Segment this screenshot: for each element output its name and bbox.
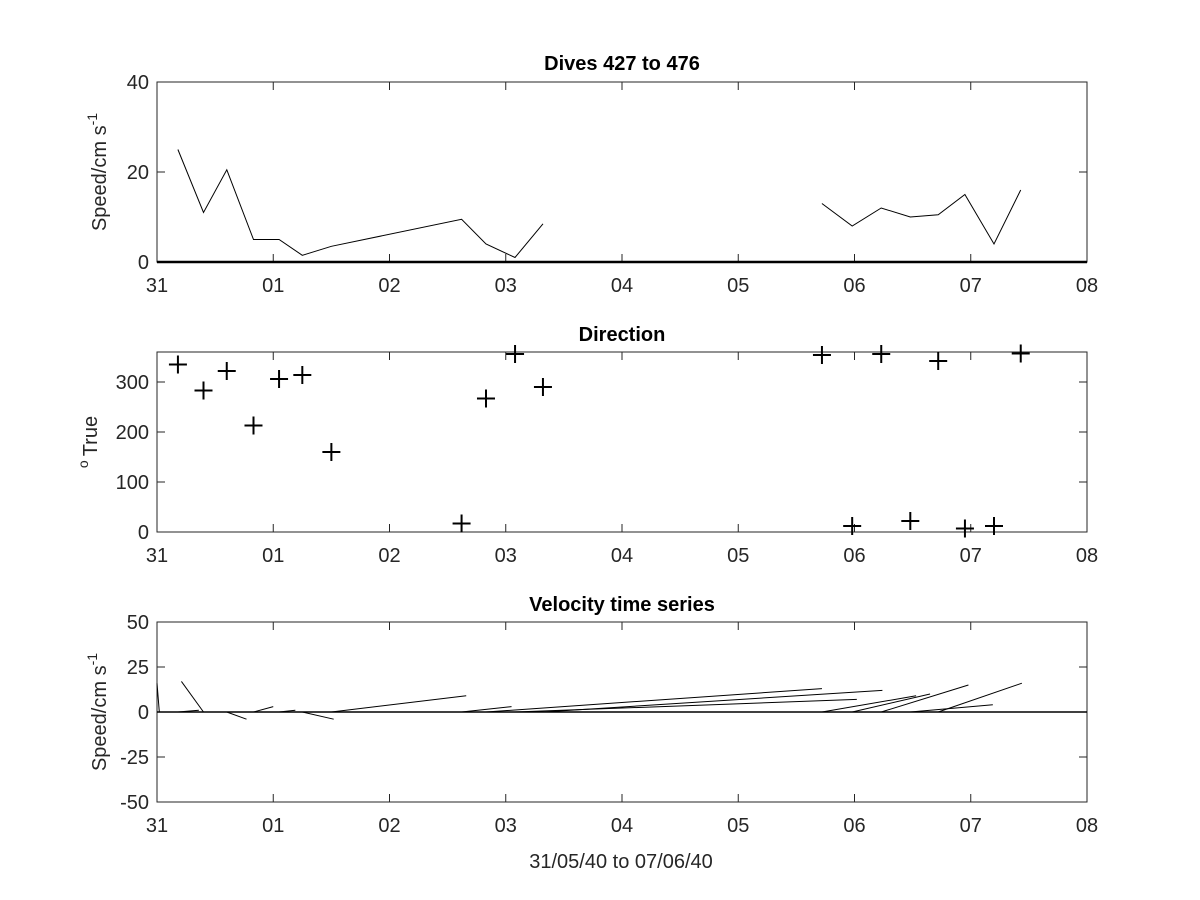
direction-point xyxy=(322,443,341,461)
speed-x-tick-label: 05 xyxy=(727,275,749,297)
direction-panel: Direction oTrue 31 01 02 03 04 05 06 07 08 0 100 20… xyxy=(75,324,1098,567)
direction-y-tick-label: 0 xyxy=(138,522,149,544)
direction-point xyxy=(506,345,525,363)
direction-y-label: oTrue xyxy=(75,416,102,468)
speed-x-tick-label: 04 xyxy=(611,275,633,297)
speed-series-line xyxy=(821,189,1022,246)
x-axis-label: 31/05/40 to 07/06/40 xyxy=(529,851,713,873)
direction-x-tick-label: 06 xyxy=(843,545,865,567)
velocity-stick xyxy=(852,693,931,713)
velocity-stick xyxy=(461,706,512,713)
velocity-stick xyxy=(253,706,274,713)
velocity-stick xyxy=(881,684,969,713)
direction-point xyxy=(244,416,263,435)
direction-point xyxy=(1011,344,1030,363)
direction-x-tick-label: 08 xyxy=(1076,545,1098,567)
direction-point xyxy=(985,517,1003,535)
direction-y-tick-label: 200 xyxy=(116,422,149,444)
direction-point xyxy=(812,346,831,364)
direction-x-tick-label: 01 xyxy=(262,545,284,567)
direction-point xyxy=(872,345,891,363)
direction-point xyxy=(270,370,289,388)
direction-point xyxy=(194,381,213,400)
velocity-stick xyxy=(302,711,334,720)
direction-point xyxy=(452,514,471,533)
velocity-stick xyxy=(485,688,822,713)
velocity-stick xyxy=(821,695,917,713)
speed-panel: Dives 427 to 476 Speed/cm s-1 31 01 02 03 04… xyxy=(84,53,1098,297)
velocity-panel: Velocity time series Speed/cm s-1 31 01 02… xyxy=(84,594,1098,837)
velocity-x-tick-label: 05 xyxy=(727,815,749,837)
speed-x-tick-label: 08 xyxy=(1076,275,1098,297)
velocity-stick xyxy=(181,681,204,713)
direction-point xyxy=(533,378,552,396)
velocity-x-tick-label: 31 xyxy=(146,815,168,837)
velocity-stick xyxy=(177,709,199,713)
speed-y-tick-label: 20 xyxy=(127,162,149,184)
speed-series-line xyxy=(177,149,544,259)
velocity-y-tick-label: -25 xyxy=(120,747,149,769)
velocity-x-tick-label: 03 xyxy=(495,815,517,837)
velocity-x-tick-label: 01 xyxy=(262,815,284,837)
speed-y-label: Speed/cm s-1 xyxy=(84,113,111,231)
direction-x-tick-label: 31 xyxy=(146,545,168,567)
velocity-title: Velocity time series xyxy=(529,594,715,616)
velocity-stick xyxy=(938,682,1023,713)
velocity-x-tick-label: 06 xyxy=(843,815,865,837)
velocity-x-tick-label: 02 xyxy=(378,815,400,837)
direction-x-tick-label: 07 xyxy=(960,545,982,567)
velocity-stick xyxy=(542,689,883,713)
speed-x-tick-label: 03 xyxy=(495,275,517,297)
direction-x-tick-label: 04 xyxy=(611,545,633,567)
velocity-stick xyxy=(331,695,467,713)
speed-y-tick-label: 0 xyxy=(138,252,149,274)
velocity-y-label: Speed/cm s-1 xyxy=(84,653,111,771)
direction-point xyxy=(929,352,948,370)
speed-x-tick-label: 07 xyxy=(960,275,982,297)
direction-title: Direction xyxy=(579,324,666,346)
direction-point xyxy=(168,355,187,374)
velocity-stick xyxy=(279,709,296,713)
velocity-x-tick-label: 08 xyxy=(1076,815,1098,837)
speed-x-tick-label: 01 xyxy=(262,275,284,297)
velocity-stick xyxy=(156,683,160,713)
velocity-x-tick-label: 07 xyxy=(960,815,982,837)
speed-x-tick-label: 31 xyxy=(146,275,168,297)
speed-title: Dives 427 to 476 xyxy=(544,53,700,75)
speed-x-tick-label: 02 xyxy=(378,275,400,297)
direction-y-tick-label: 100 xyxy=(116,472,149,494)
direction-point xyxy=(843,517,862,535)
velocity-x-tick-label: 04 xyxy=(611,815,633,837)
direction-x-tick-label: 05 xyxy=(727,545,749,567)
speed-y-tick-label: 40 xyxy=(127,72,149,94)
velocity-stick xyxy=(226,711,247,720)
direction-y-tick-label: 300 xyxy=(116,372,149,394)
velocity-y-tick-label: 0 xyxy=(138,702,149,724)
direction-point xyxy=(293,366,312,384)
direction-point xyxy=(901,512,920,530)
direction-point xyxy=(217,362,236,380)
direction-x-tick-label: 02 xyxy=(378,545,400,567)
speed-x-tick-label: 06 xyxy=(843,275,865,297)
velocity-y-tick-label: -50 xyxy=(120,792,149,814)
direction-plot-frame xyxy=(156,351,1088,533)
speed-plot-frame xyxy=(156,81,1088,263)
direction-point xyxy=(955,519,974,538)
velocity-y-tick-label: 25 xyxy=(127,657,149,679)
velocity-y-tick-label: 50 xyxy=(127,612,149,634)
direction-point xyxy=(476,389,495,408)
velocity-stick xyxy=(910,704,993,713)
direction-x-tick-label: 03 xyxy=(495,545,517,567)
